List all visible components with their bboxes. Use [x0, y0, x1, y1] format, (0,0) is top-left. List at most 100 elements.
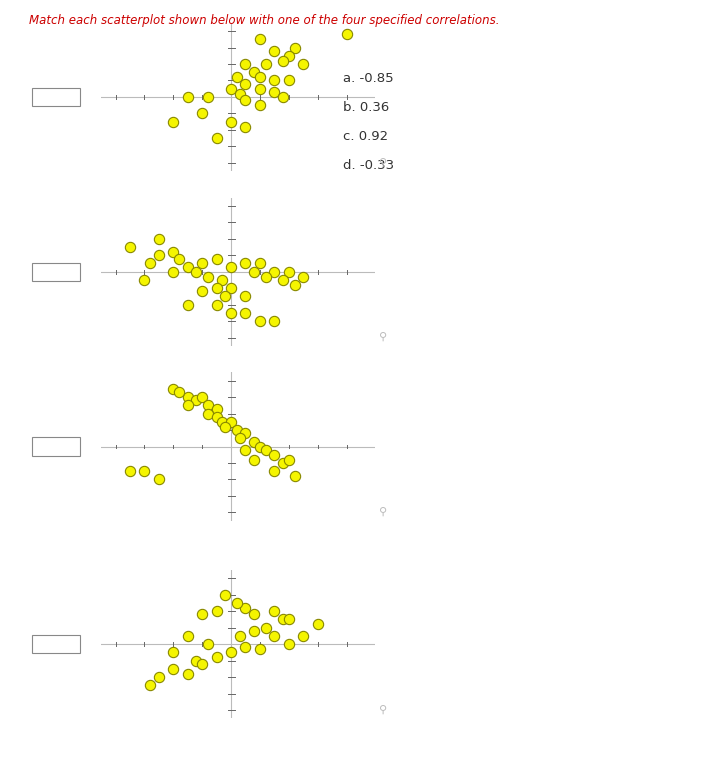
Point: [269, 630, 280, 642]
Point: [283, 49, 295, 62]
Point: [283, 638, 295, 651]
Point: [173, 386, 185, 398]
Point: [196, 107, 208, 119]
Point: [191, 394, 202, 407]
Point: [168, 663, 179, 675]
Point: [144, 679, 156, 692]
Point: [168, 116, 179, 128]
Point: [254, 99, 266, 111]
Text: ∨: ∨: [54, 267, 62, 277]
Point: [269, 266, 280, 278]
Point: [240, 444, 251, 456]
Point: [153, 249, 165, 261]
Point: [260, 622, 271, 634]
Point: [211, 403, 222, 415]
Text: ∨: ∨: [54, 92, 62, 102]
Point: [248, 435, 260, 448]
Point: [269, 74, 280, 87]
Point: [182, 91, 193, 103]
Point: [211, 132, 222, 144]
Point: [217, 274, 228, 286]
Point: [182, 399, 193, 411]
Point: [240, 307, 251, 319]
Point: [168, 383, 179, 395]
Point: [196, 658, 208, 670]
Point: [202, 271, 214, 283]
Point: [254, 33, 266, 46]
Text: ⚲: ⚲: [379, 507, 387, 517]
Point: [139, 465, 150, 477]
Point: [269, 86, 280, 98]
Point: [260, 271, 271, 283]
Point: [211, 651, 222, 663]
Point: [269, 45, 280, 57]
Point: [234, 630, 245, 642]
Point: [254, 643, 266, 655]
Point: [225, 83, 237, 95]
Point: [225, 261, 237, 273]
Point: [240, 121, 251, 133]
Point: [182, 391, 193, 403]
Point: [202, 638, 214, 651]
Point: [248, 454, 260, 466]
Point: [191, 654, 202, 667]
Point: [240, 94, 251, 106]
Point: [234, 87, 245, 100]
Point: [219, 421, 231, 433]
Point: [277, 91, 289, 103]
Point: [144, 258, 156, 270]
Text: c. 0.92: c. 0.92: [343, 130, 388, 143]
Text: -: -: [38, 267, 42, 277]
Point: [289, 42, 300, 54]
Point: [219, 290, 231, 302]
Point: [283, 266, 295, 278]
Point: [225, 416, 237, 428]
Point: [248, 625, 260, 637]
Text: ⚲: ⚲: [379, 705, 387, 714]
Point: [217, 416, 228, 428]
Point: [269, 465, 280, 477]
Point: [269, 315, 280, 327]
Point: [254, 71, 266, 84]
Text: b. 0.36: b. 0.36: [343, 101, 389, 114]
Point: [240, 58, 251, 70]
Text: -: -: [38, 442, 42, 451]
Point: [260, 58, 271, 70]
Point: [240, 290, 251, 302]
Point: [248, 66, 260, 78]
Point: [234, 432, 245, 445]
Point: [341, 28, 352, 40]
Point: [182, 299, 193, 311]
Point: [269, 605, 280, 617]
Point: [225, 646, 237, 658]
Text: Match each scatterplot shown below with one of the four specified correlations.: Match each scatterplot shown below with …: [29, 14, 500, 27]
Text: ⚲: ⚲: [379, 157, 387, 167]
Point: [225, 116, 237, 128]
Point: [202, 407, 214, 420]
Point: [231, 71, 243, 84]
Point: [277, 55, 289, 67]
Point: [248, 608, 260, 620]
Point: [211, 252, 222, 264]
Point: [182, 630, 193, 642]
Point: [254, 441, 266, 453]
Point: [254, 83, 266, 95]
Point: [153, 473, 165, 486]
Point: [283, 613, 295, 625]
Point: [182, 668, 193, 680]
Point: [196, 608, 208, 620]
Text: d. -0.33: d. -0.33: [343, 159, 394, 172]
Point: [240, 427, 251, 439]
Text: ∨: ∨: [54, 639, 62, 649]
Point: [124, 241, 136, 253]
Point: [289, 470, 300, 483]
Text: a. -0.85: a. -0.85: [343, 72, 393, 85]
Point: [211, 299, 222, 311]
Point: [202, 91, 214, 103]
Point: [297, 630, 309, 642]
Text: -: -: [38, 639, 42, 649]
Point: [211, 605, 222, 617]
Point: [168, 646, 179, 658]
Point: [240, 78, 251, 90]
Point: [231, 424, 243, 436]
